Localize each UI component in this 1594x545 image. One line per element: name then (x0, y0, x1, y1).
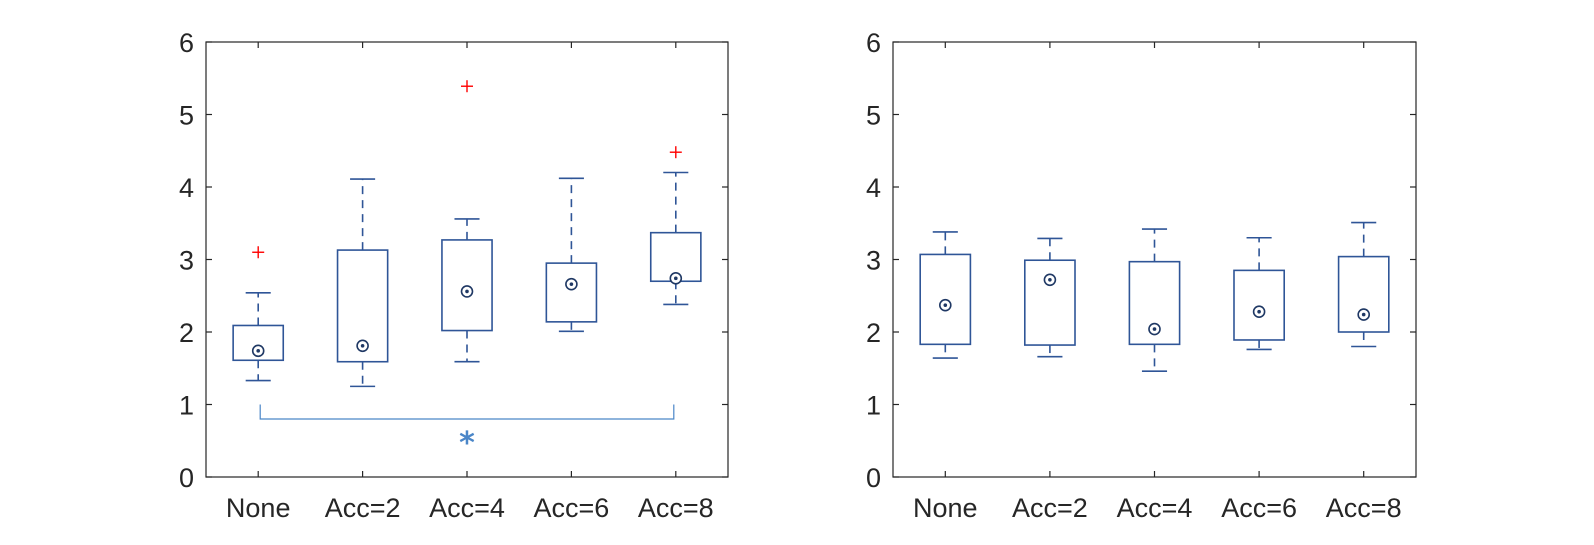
iqr-box (336, 249, 389, 363)
iqr-box (1128, 260, 1181, 346)
box-acc-8 (649, 146, 702, 306)
median-marker-center (465, 289, 469, 294)
median-marker-center (674, 276, 678, 281)
y-tick-label: 1 (179, 391, 194, 421)
box-acc-6 (1233, 236, 1286, 351)
iqr-box (919, 253, 972, 346)
y-tick-label: 6 (179, 28, 194, 58)
x-tick-label: Acc=6 (1221, 493, 1297, 523)
x-tick-label: Acc=2 (1012, 493, 1088, 523)
y-tick-label: 0 (179, 463, 194, 493)
median-marker-center (1257, 309, 1261, 314)
median-marker-center (943, 303, 948, 307)
y-tick-label: 1 (866, 391, 881, 421)
axes-frame (205, 41, 729, 478)
median-marker-center (569, 282, 574, 286)
iqr-box (1337, 255, 1390, 333)
iqr-box (232, 324, 285, 362)
left-boxplot-panel: 0 1 2 3 4 5 6 None Acc=2 Acc=4 Acc=6 Acc=8 * (179, 28, 729, 523)
significance-label: * (459, 426, 475, 461)
y-tick-label: 3 (866, 246, 881, 276)
median-marker-center (360, 343, 365, 348)
y-tick-label: 3 (179, 246, 194, 276)
box-none (919, 231, 972, 359)
iqr-box (545, 262, 598, 323)
y-tick-label: 2 (179, 318, 194, 348)
x-tick-label: Acc=8 (638, 493, 714, 523)
x-tick-label: Acc=2 (325, 493, 401, 523)
significance-bracket (259, 404, 675, 420)
box-acc-8 (1337, 221, 1390, 348)
box-acc-2 (336, 178, 389, 388)
box-acc-4 (1128, 228, 1181, 372)
median-marker-center (1152, 327, 1157, 331)
box-acc-4 (441, 80, 493, 363)
iqr-box (1233, 269, 1286, 341)
x-tick-label: Acc=8 (1326, 493, 1402, 523)
y-tick-label: 4 (179, 173, 194, 203)
x-tick-label: None (913, 493, 978, 523)
y-tick-label: 2 (866, 318, 881, 348)
x-tick-label: Acc=4 (1117, 493, 1193, 523)
box-acc-6 (545, 177, 598, 333)
y-tick-label: 0 (866, 463, 881, 493)
box-acc-2 (1023, 237, 1076, 358)
median-marker-center (256, 349, 261, 353)
right-boxplot-panel: 0 1 2 3 4 5 6 None Acc=2 Acc=4 Acc=6 Acc=8 (866, 28, 1417, 523)
iqr-box (1023, 259, 1076, 346)
median-marker-center (1048, 278, 1052, 282)
x-tick-label: Acc=4 (429, 493, 505, 523)
median-marker-center (1361, 312, 1366, 317)
y-tick-label: 5 (866, 101, 881, 131)
y-tick-label: 4 (866, 173, 881, 203)
iqr-box (441, 239, 493, 332)
box-none (232, 246, 285, 382)
x-tick-label: Acc=6 (534, 493, 610, 523)
y-tick-label: 6 (866, 28, 881, 58)
x-tick-label: None (226, 493, 291, 523)
y-tick-label: 5 (179, 101, 194, 131)
